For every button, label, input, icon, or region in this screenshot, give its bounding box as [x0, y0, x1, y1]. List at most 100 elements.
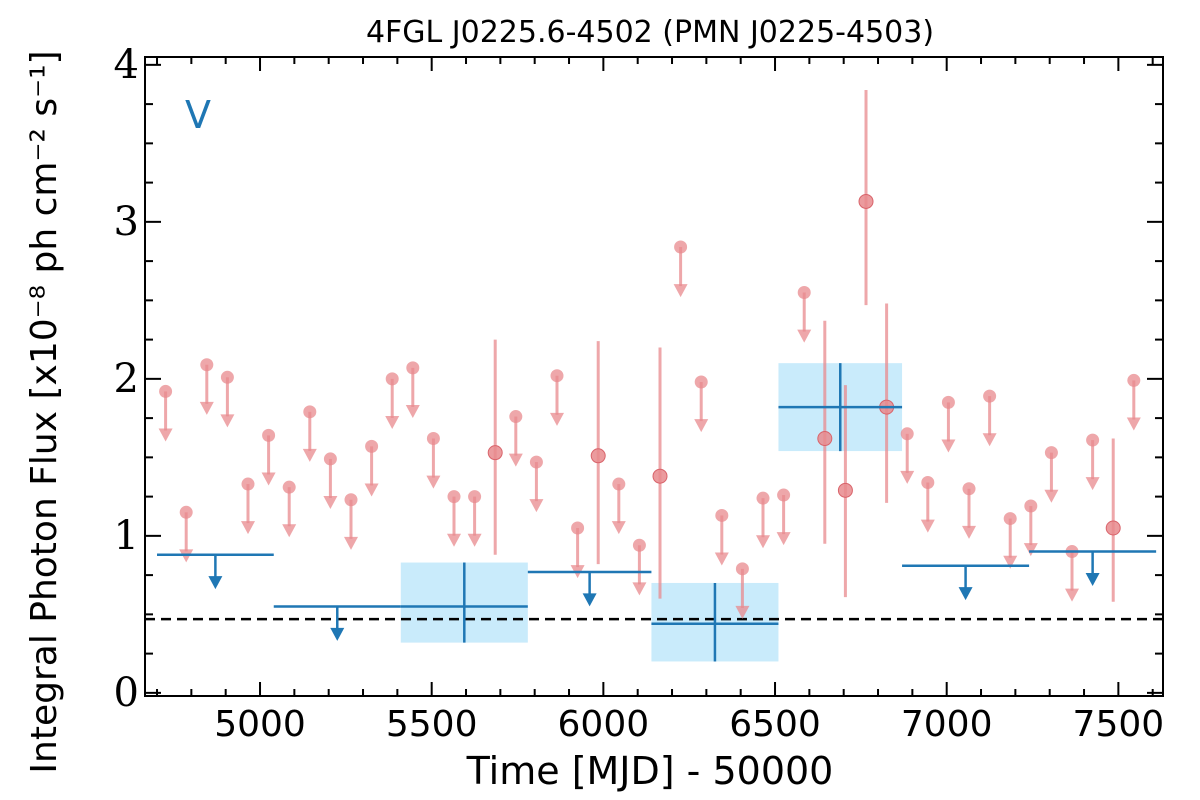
fine-upper-limit-point [735, 562, 749, 576]
fine-upper-limit-arrow [241, 521, 256, 535]
fine-upper-limit-point [303, 405, 317, 419]
fine-upper-limit-arrow [611, 521, 626, 535]
fine-upper-limit-point [323, 452, 337, 466]
fine-upper-limit-arrow [1126, 417, 1141, 431]
fine-upper-limit-arrow [1003, 555, 1018, 569]
fine-upper-limit-point [262, 428, 276, 442]
fine-binned-points [158, 89, 1141, 619]
y-axis-label: Integral Photon Flux [x10⁻⁸ ph cm⁻² s⁻¹] [24, 50, 65, 773]
axis-ticks: 5000 5500 6000 6500 7000 7500 0 1 2 3 4 [114, 42, 1165, 745]
fine-upper-limit-point [674, 240, 688, 254]
x-tick-label: 5500 [386, 704, 478, 745]
fine-upper-limit-point [282, 480, 296, 494]
fine-upper-limit-point [777, 488, 791, 502]
fine-upper-limit-point [468, 490, 482, 504]
y-tick-label: 1 [114, 513, 139, 559]
fine-upper-limit-arrow [199, 401, 214, 415]
coarse-binned-points [157, 363, 1157, 662]
fine-upper-limit-point [983, 389, 997, 403]
y-tick-label: 3 [114, 199, 139, 245]
fine-detection-point [817, 431, 833, 447]
fine-detection-point [487, 445, 503, 461]
y-tick-label: 0 [114, 670, 139, 716]
coarse-upper-limit-arrow [958, 587, 973, 601]
fine-upper-limit-arrow [385, 415, 400, 429]
fine-upper-limit-arrow [673, 284, 688, 298]
fine-upper-limit-point [447, 490, 461, 504]
fine-upper-limit-point [344, 493, 358, 507]
fine-upper-limit-point [571, 521, 585, 535]
fine-detection-point [1105, 520, 1121, 536]
fine-upper-limit-point [406, 361, 420, 375]
x-tick-label: 6500 [729, 704, 821, 745]
coarse-upper-limit-arrow [582, 593, 597, 607]
fine-upper-limit-arrow [982, 433, 997, 447]
fine-upper-limit-arrow [797, 329, 812, 343]
fine-upper-limit-arrow [694, 419, 709, 433]
fine-upper-limit-arrow [1023, 543, 1038, 557]
fine-upper-limit-arrow [282, 524, 297, 538]
fine-detection-point [837, 482, 853, 498]
fine-detection-point [652, 468, 668, 484]
fine-upper-limit-point [550, 369, 564, 383]
x-axis-label: Time [MJD] - 50000 [466, 749, 834, 793]
chart-title: 4FGL J0225.6-4502 (PMN J0225-4503) [366, 15, 934, 50]
fine-upper-limit-arrow [302, 448, 317, 462]
fine-upper-limit-arrow [323, 496, 338, 510]
coarse-upper-limit-arrow [208, 576, 223, 590]
fine-upper-limit-point [385, 372, 399, 386]
fine-upper-limit-point [715, 508, 729, 522]
fine-upper-limit-point [529, 455, 543, 469]
fine-upper-limit-point [756, 491, 770, 505]
fine-upper-limit-arrow [261, 472, 276, 486]
fine-upper-limit-arrow [756, 535, 771, 549]
fine-upper-limit-point [1086, 433, 1100, 447]
x-tick-label: 7500 [1073, 704, 1165, 745]
fine-upper-limit-point [365, 439, 379, 453]
fine-upper-limit-point [797, 286, 811, 300]
fine-upper-limit-point [159, 384, 173, 398]
panel-annotation: V [185, 93, 211, 137]
fine-upper-limit-point [200, 358, 214, 372]
x-tick-label: 5000 [214, 704, 306, 745]
fine-upper-limit-arrow [900, 470, 915, 484]
fine-upper-limit-arrow [941, 439, 956, 453]
fine-upper-limit-arrow [426, 475, 441, 489]
fine-upper-limit-arrow [714, 552, 729, 566]
fine-upper-limit-point [632, 538, 646, 552]
fine-upper-limit-point [900, 427, 914, 441]
fine-upper-limit-arrow [735, 605, 750, 619]
fine-upper-limit-point [220, 370, 234, 384]
y-tick-label: 2 [114, 356, 139, 402]
fine-detection-point [858, 193, 874, 209]
fine-upper-limit-point [1024, 499, 1038, 513]
fine-upper-limit-arrow [158, 428, 173, 442]
fine-upper-limit-point [921, 475, 935, 489]
fine-upper-limit-arrow [220, 414, 235, 428]
fine-upper-limit-arrow [1085, 477, 1100, 491]
fine-upper-limit-arrow [1044, 489, 1059, 503]
coarse-upper-limit-arrow [330, 627, 345, 641]
fine-upper-limit-point [509, 410, 523, 424]
fine-upper-limit-point [426, 432, 440, 446]
fine-upper-limit-arrow [467, 533, 482, 547]
plot-border [144, 56, 1164, 697]
fine-upper-limit-arrow [508, 453, 523, 467]
fine-upper-limit-point [241, 477, 255, 491]
fine-upper-limit-arrow [529, 499, 544, 513]
fine-upper-limit-arrow [962, 525, 977, 539]
x-tick-label: 6000 [558, 704, 650, 745]
fine-upper-limit-arrow [550, 412, 565, 426]
x-tick-label: 7000 [901, 704, 993, 745]
fine-upper-limit-point [179, 505, 193, 519]
fine-upper-limit-arrow [405, 404, 420, 418]
fine-upper-limit-point [1044, 446, 1058, 460]
fine-upper-limit-arrow [364, 483, 379, 497]
coarse-upper-limit-arrow [1085, 572, 1100, 586]
fine-upper-limit-arrow [1065, 588, 1080, 602]
fine-upper-limit-arrow [447, 533, 462, 547]
y-tick-label: 4 [114, 42, 139, 88]
fine-upper-limit-point [962, 482, 976, 496]
fine-upper-limit-arrow [344, 536, 359, 550]
